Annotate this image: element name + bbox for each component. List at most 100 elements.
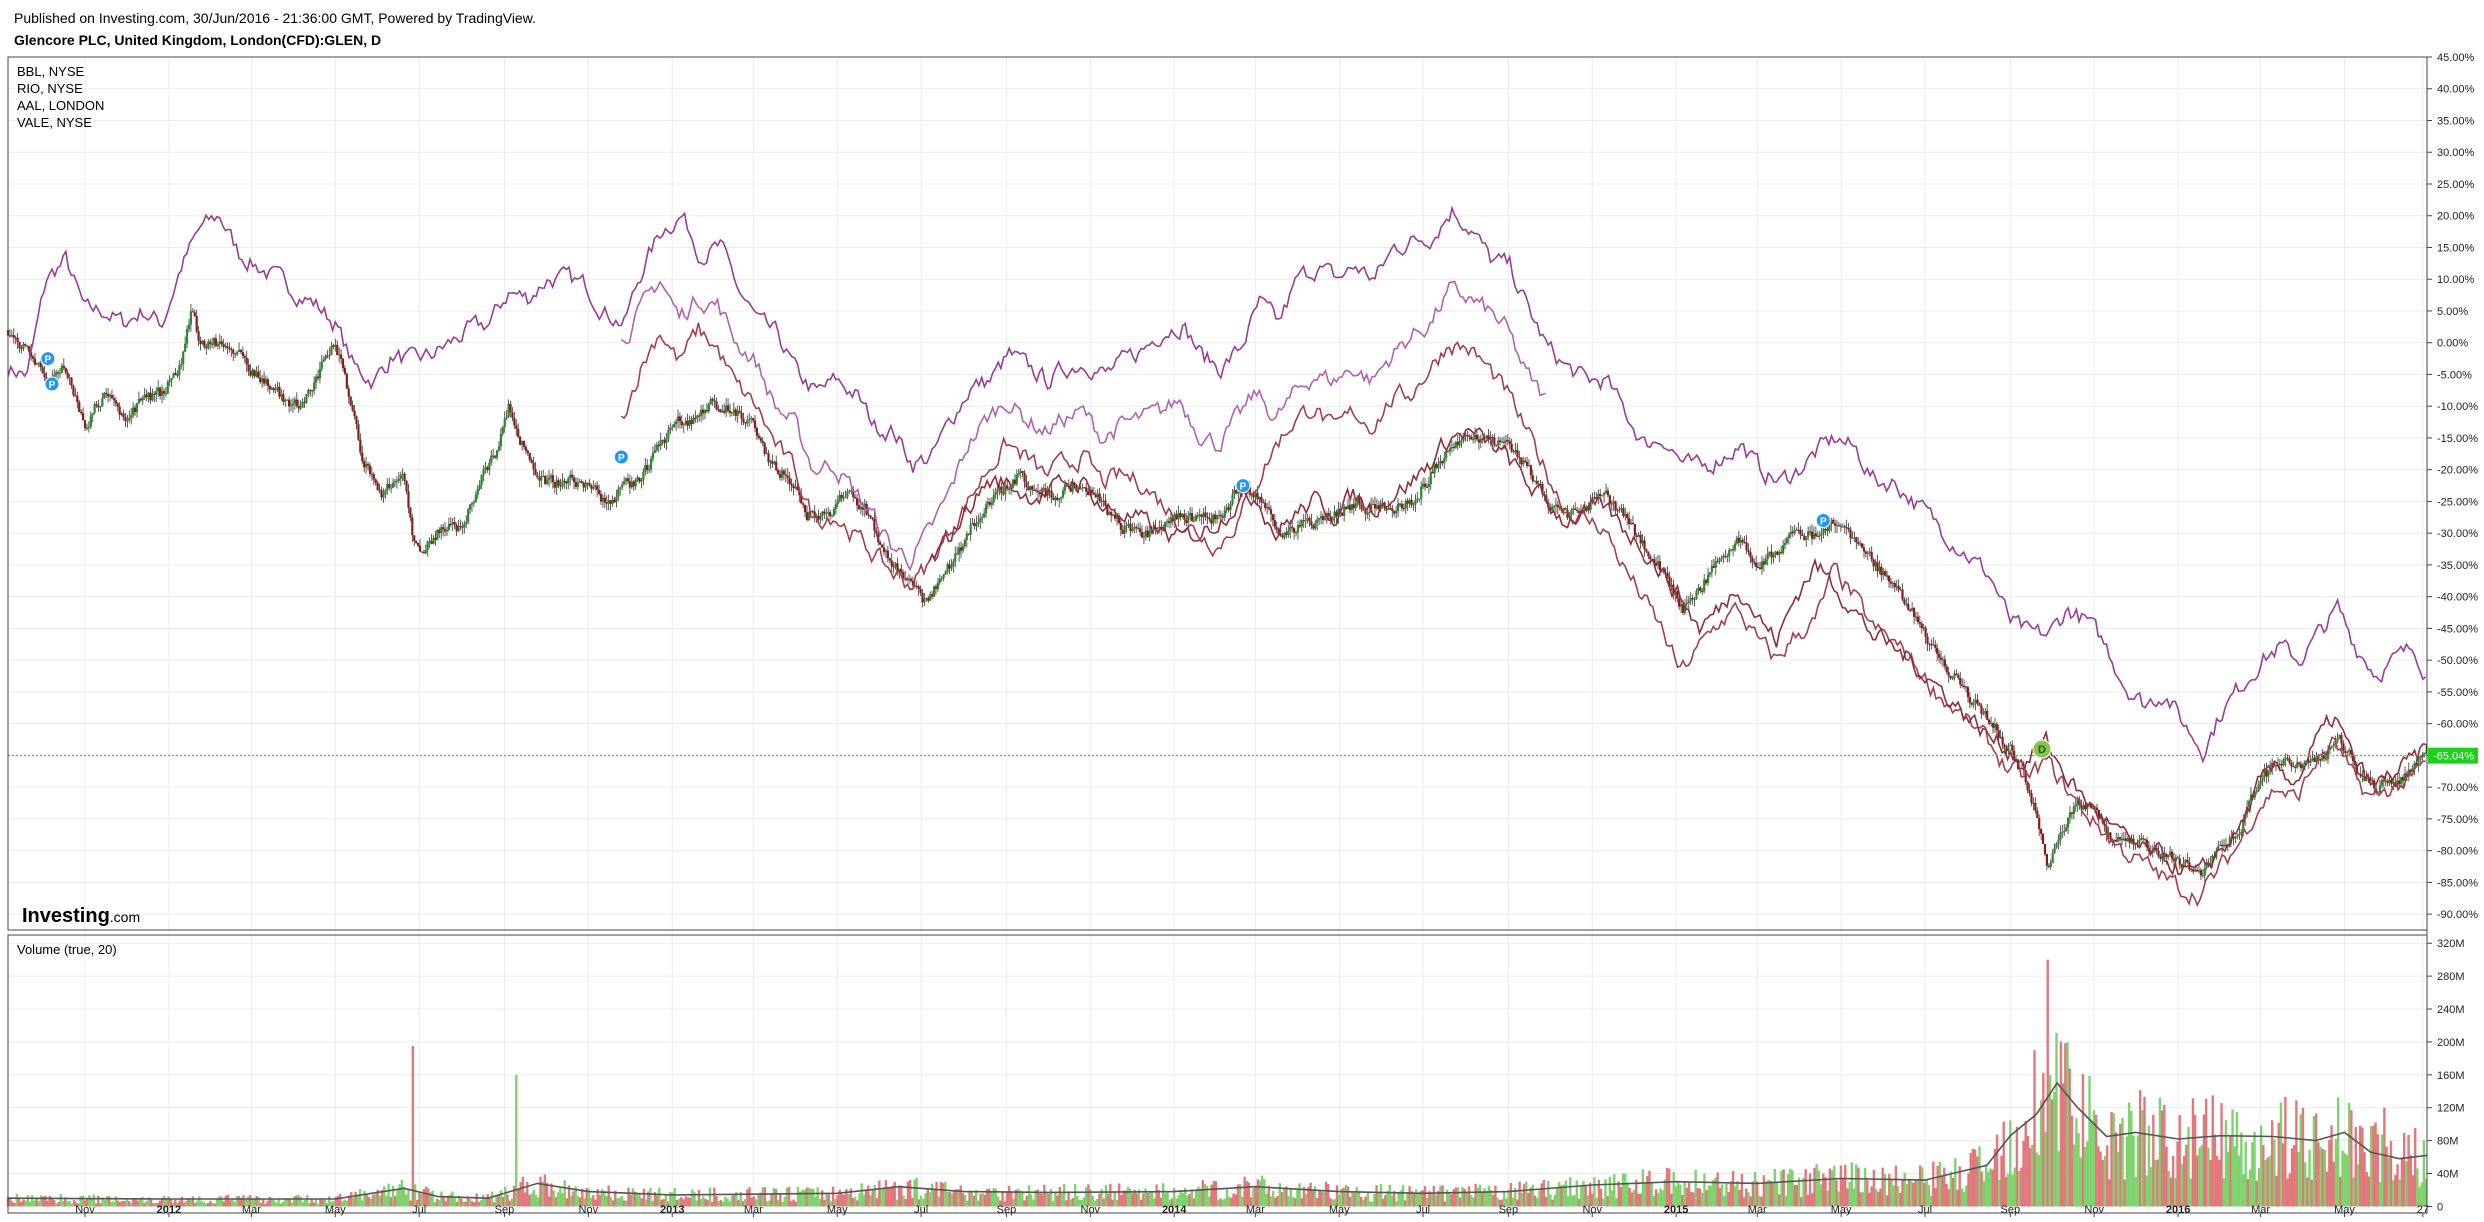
candle-body: [490, 455, 493, 463]
candle-body: [443, 529, 447, 532]
volume-bar: [719, 1199, 723, 1207]
volume-bar: [398, 1184, 401, 1207]
candle-body: [467, 509, 470, 523]
candle-body: [2095, 807, 2099, 811]
volume-bar: [2314, 1113, 2318, 1207]
candle-body: [2199, 870, 2203, 876]
candle-body: [829, 512, 832, 516]
candle-body: [815, 516, 818, 518]
candle-body: [176, 374, 179, 376]
candle-body: [1048, 490, 1051, 492]
volume-bar: [1047, 1193, 1050, 1207]
candle-body: [1722, 555, 1725, 558]
volume-bar: [831, 1186, 835, 1207]
volume-bar: [1703, 1173, 1706, 1207]
volume-bar: [1604, 1179, 1607, 1207]
volume-bar: [22, 1199, 25, 1207]
time-tick-label: Sep: [2001, 1204, 2021, 1216]
candle-body: [2084, 805, 2087, 810]
volume-bar: [299, 1196, 302, 1207]
volume-bar: [2413, 1127, 2417, 1207]
volume-bar: [2097, 1146, 2100, 1207]
volume-pane-label: Volume (true, 20): [17, 942, 117, 957]
volume-bar: [820, 1190, 824, 1207]
volume-bar: [1593, 1177, 1596, 1207]
volume-bar: [1760, 1196, 1763, 1207]
volume-bar: [374, 1193, 377, 1207]
candle-body: [1961, 684, 1964, 686]
volume-bar: [1890, 1178, 1893, 1207]
price-tick-label: -70.00%: [2437, 782, 2478, 794]
volume-bar: [1126, 1186, 1130, 1207]
volume-bar: [1984, 1164, 1988, 1207]
candle-body: [299, 407, 302, 409]
candle-body: [1620, 508, 1623, 510]
event-marker-p: [40, 351, 56, 367]
volume-bar: [2202, 1114, 2206, 1207]
candle-body: [391, 482, 395, 488]
candle-body: [1069, 487, 1072, 492]
candle-body: [470, 502, 474, 505]
volume-bar: [853, 1196, 857, 1207]
volume-bar: [1927, 1185, 1931, 1207]
volume-bar: [1349, 1196, 1352, 1207]
volume-bar: [473, 1202, 476, 1207]
candle-body: [276, 386, 279, 390]
volume-bar: [554, 1197, 558, 1207]
volume-bar: [429, 1192, 432, 1207]
candle-body: [2024, 770, 2027, 783]
volume-bar: [919, 1195, 923, 1207]
volume-bar: [2037, 1154, 2041, 1207]
candle-body: [1552, 506, 1556, 508]
volume-bar: [2000, 1155, 2003, 1207]
candle-body: [1110, 512, 1113, 516]
volume-bar: [2420, 1182, 2423, 1207]
candle-body: [2421, 755, 2424, 757]
volume-bar: [1696, 1187, 1700, 1207]
candle-body: [855, 498, 859, 506]
volume-bar: [259, 1203, 263, 1207]
volume-bar: [244, 1199, 247, 1207]
candle-body: [2140, 838, 2143, 841]
candle-body: [1774, 551, 1777, 555]
volume-bar: [1166, 1192, 1169, 1207]
volume-bar: [2277, 1122, 2280, 1207]
candle-body: [2284, 758, 2287, 760]
volume-bar: [411, 1046, 415, 1207]
volume-bar: [545, 1182, 549, 1207]
candle-body: [998, 486, 1001, 490]
candle-body: [172, 372, 175, 378]
candle-body: [457, 526, 460, 532]
candle-body: [773, 461, 776, 464]
volume-bar: [464, 1201, 467, 1207]
candle-body: [1285, 532, 1288, 535]
volume-bar: [684, 1196, 687, 1207]
candle-body: [1346, 505, 1350, 509]
candle-body: [1541, 483, 1544, 495]
candle-body: [1171, 517, 1174, 522]
candle-body: [2192, 869, 2195, 872]
candle-body: [1751, 557, 1754, 563]
volume-bar: [1289, 1189, 1292, 1207]
volume-bar: [2372, 1125, 2375, 1207]
volume-bar: [2264, 1159, 2267, 1207]
volume-bar: [2330, 1125, 2333, 1207]
candle-body: [1912, 608, 1916, 617]
candle-body: [1196, 515, 1199, 517]
volume-bar: [1142, 1193, 1145, 1207]
price-tick-label: -15.00%: [2437, 433, 2478, 445]
volume-bar: [757, 1194, 760, 1207]
volume-bar: [1071, 1197, 1075, 1207]
candle-body: [975, 523, 978, 527]
volume-bar: [1148, 1191, 1152, 1207]
candle-body: [1094, 494, 1097, 498]
candle-body: [2007, 745, 2010, 752]
volume-bar: [270, 1198, 274, 1207]
candle-body: [1649, 556, 1652, 560]
candle-body: [2369, 777, 2372, 781]
volume-bar: [211, 1202, 214, 1207]
volume-bar: [317, 1203, 320, 1207]
volume-bar: [176, 1202, 179, 1207]
candle-body: [1691, 597, 1694, 600]
